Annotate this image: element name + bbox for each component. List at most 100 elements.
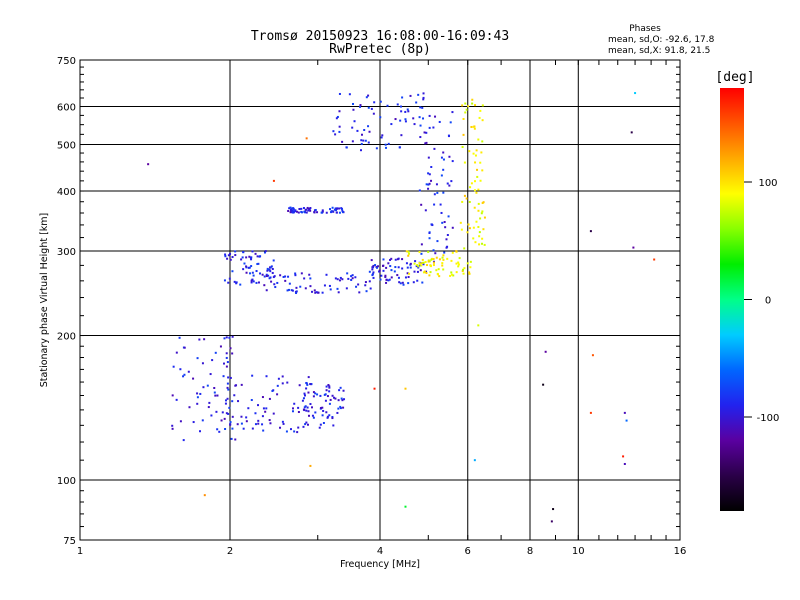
echo-point [425, 183, 428, 186]
echo-point [316, 291, 319, 294]
echo-point [222, 375, 225, 378]
echo-point [290, 289, 293, 292]
echo-point [428, 274, 431, 277]
echo-point [379, 278, 382, 281]
echo-point [377, 265, 380, 268]
echo-point [303, 394, 306, 397]
echo-point [455, 250, 458, 253]
echo-point [303, 277, 306, 280]
echo-point [261, 273, 264, 276]
echo-point [295, 210, 298, 213]
echo-point [371, 268, 374, 271]
echo-point [333, 396, 336, 399]
echo-point [333, 208, 336, 211]
echo-point [287, 275, 290, 278]
echo-point [265, 275, 268, 278]
echo-point [316, 393, 319, 396]
echo-point [325, 273, 328, 276]
echo-point [442, 258, 445, 261]
echo-point [393, 270, 396, 273]
echo-point [328, 208, 331, 211]
echo-point [337, 407, 340, 410]
echo-point [370, 259, 373, 262]
echo-point [175, 351, 178, 354]
echo-point [334, 277, 337, 280]
echo-point [336, 207, 339, 210]
echo-point [269, 422, 272, 425]
echo-point [379, 116, 382, 119]
echo-point [225, 412, 228, 415]
echo-point [463, 267, 466, 270]
echo-point [469, 186, 472, 189]
echo-point [348, 93, 351, 96]
echo-point [251, 271, 254, 274]
echo-point [422, 261, 425, 264]
echo-point [357, 283, 360, 286]
echo-point [441, 256, 444, 259]
echo-point [265, 407, 268, 410]
echo-point [471, 102, 474, 105]
echo-point [451, 111, 454, 114]
echo-point [417, 93, 420, 96]
echo-point [407, 254, 410, 257]
echo-point [245, 420, 248, 423]
echo-point [334, 207, 337, 210]
echo-point [240, 415, 243, 418]
echo-point [380, 136, 383, 139]
echo-point [325, 211, 328, 214]
echo-point [417, 265, 420, 268]
echo-point [399, 282, 402, 285]
echo-point [325, 389, 328, 392]
echo-point [399, 119, 402, 122]
echo-point [286, 381, 289, 384]
echo-point [309, 383, 312, 386]
echo-point [231, 400, 234, 403]
echo-point [316, 211, 319, 214]
grid [80, 60, 680, 540]
echo-point [351, 274, 354, 277]
echo-point [397, 266, 400, 269]
echo-point [326, 395, 329, 398]
echo-point [231, 352, 234, 355]
echo-point [302, 207, 305, 210]
echo-point [328, 385, 331, 388]
echo-point [199, 392, 202, 395]
colorbar-ticks: 100 0 -100 [744, 178, 779, 424]
echo-point [303, 210, 306, 213]
echo-point [422, 263, 425, 266]
echo-point [229, 347, 232, 350]
echo-point [401, 96, 404, 99]
echo-point [241, 256, 244, 259]
echo-point [257, 422, 260, 425]
outlier-point [404, 505, 407, 508]
echo-point [477, 202, 480, 205]
echo-point [449, 274, 452, 277]
echo-point [249, 272, 252, 275]
echo-point [419, 136, 422, 139]
echo-point [430, 258, 433, 261]
echo-point [475, 191, 478, 194]
echo-point [442, 268, 445, 271]
echo-point [328, 284, 331, 287]
echo-point [305, 382, 308, 385]
outlier-point [634, 92, 637, 95]
echo-point [372, 264, 375, 267]
echo-point [430, 223, 433, 226]
echo-point [214, 394, 217, 397]
echo-point [336, 287, 339, 290]
echo-point [460, 228, 463, 231]
echo-point [247, 407, 250, 410]
echo-point [175, 398, 178, 401]
echo-point [422, 96, 425, 99]
echo-point [448, 155, 451, 158]
echo-point [338, 389, 341, 392]
echo-point [365, 290, 368, 293]
colorbar-tick-label: 0 [765, 296, 771, 307]
echo-point [425, 141, 428, 144]
echo-point [479, 179, 482, 182]
echo-point [352, 102, 355, 105]
outlier-point [632, 246, 635, 249]
echo-point [372, 266, 375, 269]
echo-point [342, 406, 345, 409]
echo-point [293, 402, 296, 405]
